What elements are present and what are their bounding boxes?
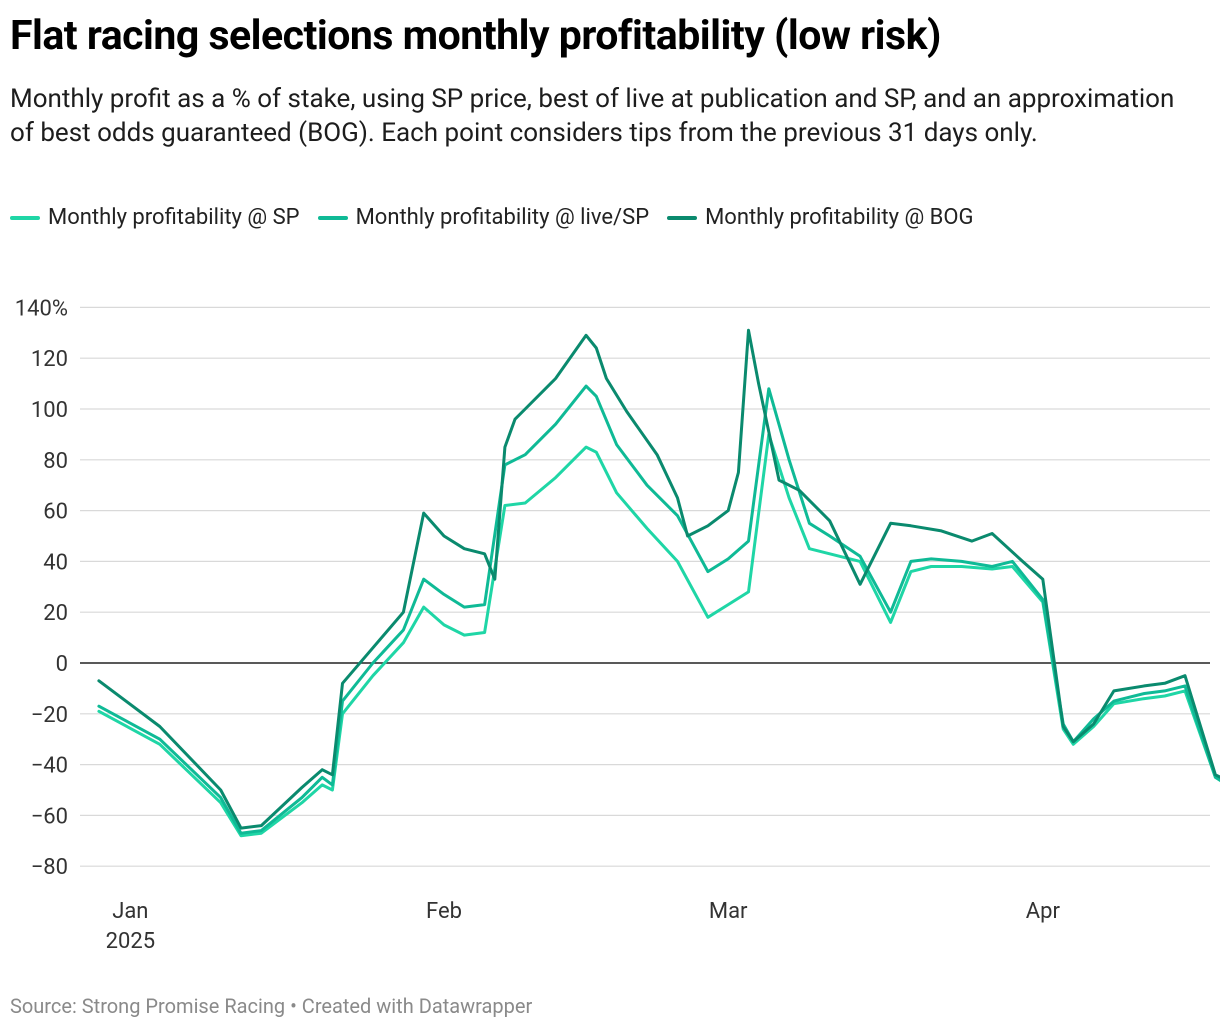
- chart-source: Source: Strong Promise Racing • Created …: [10, 994, 533, 1018]
- y-axis-labels: 140% 120 100 80 60 40 20 0 −20 −40 −60 −80: [15, 296, 68, 880]
- series-line-bog: [97, 328, 1220, 830]
- y-tick-label: 20: [43, 601, 68, 626]
- x-axis-year-label: 2025: [106, 929, 155, 954]
- legend-item-live-sp: Monthly profitability @ live/SP: [317, 205, 650, 230]
- legend-label-live-sp: Monthly profitability @ live/SP: [355, 205, 650, 230]
- x-tick-label: Mar: [709, 899, 748, 924]
- y-tick-label: 120: [31, 347, 68, 372]
- y-tick-label: −20: [31, 703, 68, 728]
- legend-swatch-bog: [667, 215, 698, 220]
- legend-item-sp: Monthly profitability @ SP: [10, 205, 300, 230]
- legend-swatch-live-sp: [317, 215, 348, 220]
- chart-legend: Monthly profitability @ SP Monthly profi…: [10, 205, 992, 230]
- y-tick-label: −80: [31, 855, 68, 880]
- y-tick-label: 80: [43, 449, 68, 474]
- y-tick-label: −40: [31, 754, 68, 779]
- y-tick-label: 60: [43, 500, 68, 525]
- series-lines: [97, 328, 1220, 838]
- x-tick-label: Apr: [1026, 899, 1061, 924]
- y-tick-label: 100: [31, 398, 68, 423]
- y-tick-label: 140%: [15, 296, 68, 321]
- y-tick-label: 40: [43, 550, 68, 575]
- legend-item-bog: Monthly profitability @ BOG: [667, 205, 974, 230]
- x-tick-label: Jan: [112, 899, 148, 924]
- x-axis-labels: 2025 JanFebMarAprMayJunJulAugSepOctNovDe…: [106, 899, 1061, 954]
- y-tick-label: −60: [31, 804, 68, 829]
- chart-title: Flat racing selections monthly profitabi…: [10, 12, 941, 60]
- y-tick-label: 0: [56, 652, 68, 677]
- legend-swatch-sp: [10, 215, 40, 220]
- chart-subtitle: Monthly profit as a % of stake, using SP…: [10, 84, 1175, 148]
- line-chart: 140% 120 100 80 60 40 20 0 −20 −40 −60 −80 2025 Jan…: [15, 296, 1220, 954]
- x-tick-label: Feb: [426, 899, 462, 924]
- series-line-sp: [97, 432, 1220, 838]
- grid-lines: [80, 306, 1210, 867]
- legend-label-sp: Monthly profitability @ SP: [48, 205, 300, 230]
- legend-label-bog: Monthly profitability @ BOG: [705, 205, 974, 230]
- series-line-live-sp: [97, 384, 1220, 835]
